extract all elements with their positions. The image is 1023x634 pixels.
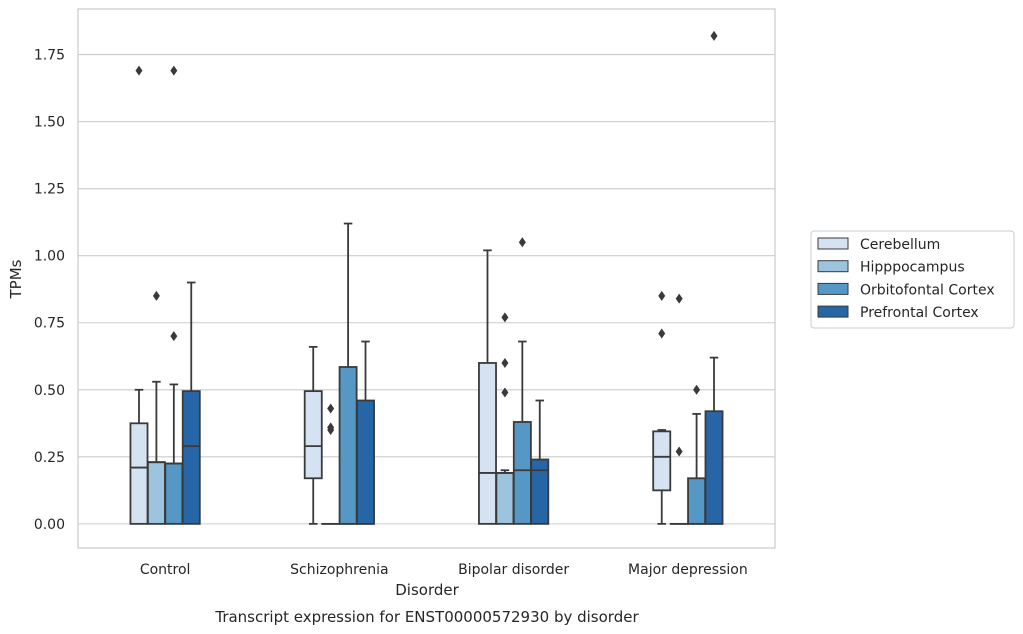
- x-tick-label: Bipolar disorder: [458, 562, 569, 578]
- box-body: [687, 477, 707, 525]
- box-hipppocampus-schizophrenia: [321, 403, 341, 525]
- x-tick-labels: Control Schizophrenia Bipolar disorder Majo…: [140, 562, 748, 578]
- box-cerebellum-control: [129, 65, 149, 525]
- box-prefrontal-cortex-major-depression: [704, 30, 724, 525]
- legend-label: Hipppocampus: [860, 260, 965, 276]
- outlier-point: [501, 387, 509, 398]
- box-orbitofontal-cortex-schizophrenia: [338, 222, 358, 525]
- outlier-point: [710, 30, 718, 41]
- boxes-layer: [129, 30, 724, 525]
- box-hipppocampus-control: [146, 290, 166, 525]
- outlier-point: [658, 328, 666, 339]
- box-body: [495, 472, 515, 525]
- y-tick-label: 1.75: [34, 48, 65, 64]
- y-tick-label: 0.50: [34, 383, 65, 399]
- legend-item-cerebellum: Cerebellum: [817, 237, 940, 253]
- box-body: [303, 390, 323, 480]
- box-hipppocampus-major-depression: [669, 293, 689, 525]
- x-tick-label: Major depression: [628, 562, 748, 578]
- x-tick-label: Control: [140, 562, 191, 578]
- box-prefrontal-cortex-schizophrenia: [356, 340, 375, 525]
- legend-item-hipppocampus: Hipppocampus: [817, 260, 965, 276]
- box-body: [146, 461, 166, 525]
- box-cerebellum-major-depression: [652, 290, 672, 525]
- outlier-point: [170, 331, 178, 342]
- box-body: [530, 458, 550, 525]
- legend-item-prefrontal-cortex: Prefrontal Cortex: [817, 305, 979, 321]
- legend-label: Cerebellum: [860, 237, 940, 253]
- box-prefrontal-cortex-control: [181, 281, 201, 525]
- y-tick-label: 0.25: [34, 450, 65, 466]
- box-body: [181, 390, 201, 525]
- chart-caption: Transcript expression for ENST0000057293…: [214, 608, 639, 626]
- box-body: [129, 422, 149, 525]
- box-body: [652, 430, 672, 492]
- y-tick-label: 0.75: [34, 316, 65, 332]
- box-body: [512, 421, 532, 525]
- legend-swatch: [817, 305, 849, 318]
- legend-swatch: [817, 237, 849, 250]
- box-prefrontal-cortex-bipolar-disorder: [530, 399, 550, 525]
- outlier-point: [518, 237, 526, 248]
- box-body: [356, 399, 375, 525]
- y-tick-label: 1.25: [34, 182, 65, 198]
- y-tick-label: 1.50: [34, 115, 65, 131]
- legend-label: Prefrontal Cortex: [860, 305, 979, 321]
- box-cerebellum-bipolar-disorder: [478, 249, 497, 525]
- legend-swatch: [817, 260, 849, 273]
- outlier-point: [658, 290, 666, 301]
- outlier-point: [327, 422, 335, 433]
- outlier-point: [501, 357, 509, 368]
- box-hipppocampus-bipolar-disorder: [495, 312, 515, 525]
- y-tick-label: 0.00: [34, 517, 65, 533]
- box-body: [478, 362, 497, 525]
- plot-frame: [77, 8, 776, 549]
- legend-item-orbitofontal-cortex: Orbitofontal Cortex: [817, 282, 995, 298]
- x-axis-label: Disorder: [395, 581, 459, 599]
- box-body: [704, 410, 724, 525]
- outlier-point: [693, 384, 701, 395]
- box-cerebellum-schizophrenia: [303, 345, 323, 525]
- box-body: [164, 462, 184, 525]
- box-orbitofontal-cortex-control: [164, 65, 184, 525]
- legend-frame: [810, 230, 1015, 329]
- outlier-point: [501, 312, 509, 323]
- outlier-point: [170, 65, 178, 76]
- box-orbitofontal-cortex-major-depression: [687, 384, 707, 525]
- legend-label: Orbitofontal Cortex: [860, 282, 995, 298]
- box-body: [338, 366, 358, 525]
- box-orbitofontal-cortex-bipolar-disorder: [512, 237, 532, 525]
- y-tick-label: 1.00: [34, 249, 65, 265]
- x-tick-label: Schizophrenia: [290, 562, 388, 578]
- y-axis-label: TPMs: [7, 259, 25, 299]
- legend-swatch: [817, 282, 849, 295]
- outlier-point: [152, 290, 160, 301]
- outlier-point: [327, 403, 335, 414]
- y-tick-labels: 0.00 0.25 0.50 0.75 1.00 1.25 1.50 1.75: [34, 48, 65, 533]
- outlier-point: [135, 65, 143, 76]
- outlier-point: [675, 293, 683, 304]
- legend: Cerebellum Hipppocampus Orbitofontal Corte…: [810, 230, 1015, 329]
- outlier-point: [675, 446, 683, 457]
